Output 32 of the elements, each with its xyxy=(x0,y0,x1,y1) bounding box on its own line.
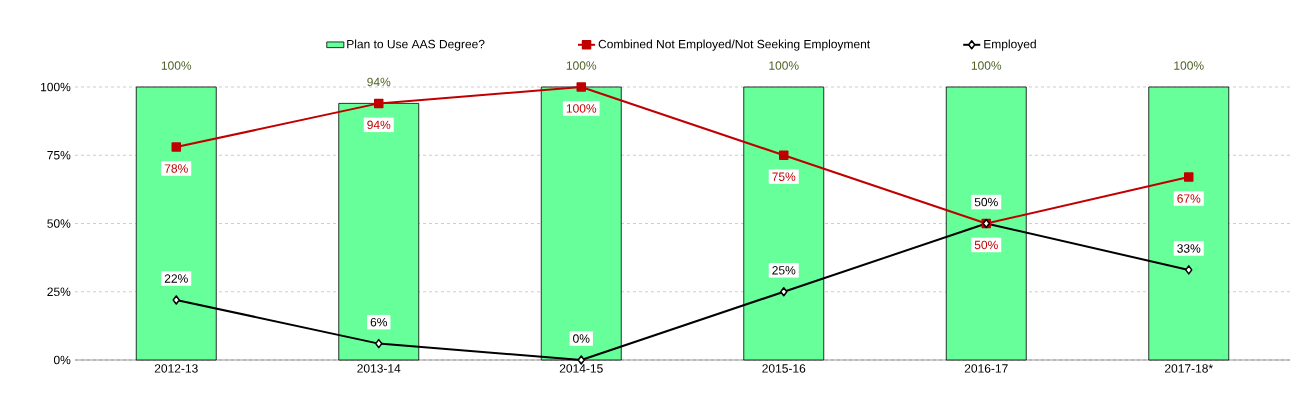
legend-label: Employed xyxy=(984,39,1036,51)
data-label: 22% xyxy=(164,274,188,283)
x-tick-label: 2017-18* xyxy=(1164,364,1213,373)
x-tick-label: 2013-14 xyxy=(357,364,401,373)
data-label: 50% xyxy=(974,197,998,207)
data-label: 6% xyxy=(370,317,387,327)
y-tick-label: 25% xyxy=(47,287,71,296)
y-tick-label: 0% xyxy=(53,355,71,365)
y-tick-label: 75% xyxy=(47,151,71,160)
data-label: 0% xyxy=(573,334,590,343)
data-label: 75% xyxy=(772,172,796,181)
legend-label: Combined Not Employed/Not Seeking Employment xyxy=(598,39,871,51)
data-label: 100% xyxy=(1174,61,1204,70)
x-tick-label: 2016-17 xyxy=(964,364,1008,373)
y-tick-label: 100% xyxy=(41,82,71,92)
data-label: 94% xyxy=(367,120,391,130)
y-tick-label: 50% xyxy=(47,219,71,228)
legend-label: Plan to Use AAS Degree? xyxy=(347,39,485,51)
x-tick-label: 2014-15 xyxy=(559,364,603,373)
data-label: 78% xyxy=(164,164,188,173)
data-label: 100% xyxy=(566,104,597,113)
data-label: 100% xyxy=(566,61,597,70)
data-label: 100% xyxy=(161,61,192,70)
data-label: 94% xyxy=(367,77,391,87)
data-label: 100% xyxy=(971,61,1002,70)
x-tick-label: 2012-13 xyxy=(154,364,198,373)
data-label: 25% xyxy=(772,266,796,275)
data-label: 50% xyxy=(974,240,998,250)
x-tick-label: 2015-16 xyxy=(762,364,806,373)
data-label: 100% xyxy=(769,61,799,70)
data-label: 67% xyxy=(1177,194,1201,203)
data-label: 33% xyxy=(1177,244,1201,253)
